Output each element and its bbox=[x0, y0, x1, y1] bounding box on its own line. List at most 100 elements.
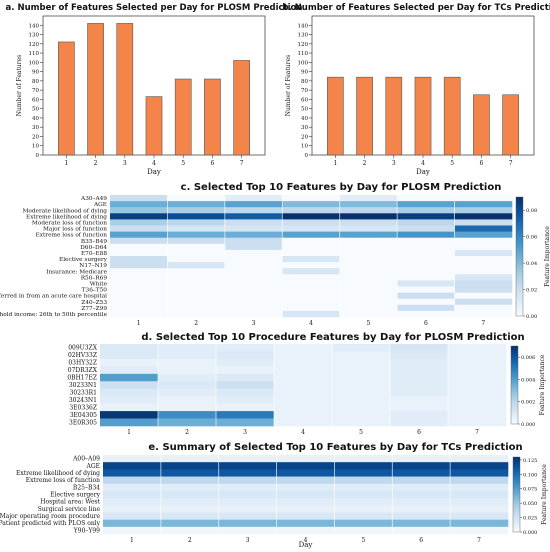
heatmap-c-cell bbox=[110, 286, 168, 293]
heatmap-d-row-label: 0BH17EZ bbox=[67, 375, 97, 382]
heatmap-d-row-label: 30233R1 bbox=[70, 389, 97, 396]
heatmap-c-cell bbox=[397, 219, 455, 226]
heatmap-e-cell bbox=[276, 462, 335, 470]
heatmap-e-cell bbox=[103, 469, 162, 477]
heatmap-c-cell bbox=[454, 237, 513, 245]
heatmap-e-cell bbox=[450, 512, 509, 520]
heatmap-c-cell bbox=[110, 292, 168, 299]
heatmap-e-cell bbox=[218, 519, 277, 528]
heatmap-d-cell bbox=[158, 396, 217, 404]
y-tick-label: 30 bbox=[301, 125, 308, 131]
y-tick-label: 140 bbox=[29, 23, 40, 29]
heatmap-e-row-label: Extreme likelihood of dying bbox=[16, 470, 100, 477]
heatmap-c-colorbar-tick-label: 0.02 bbox=[526, 288, 537, 294]
heatmap-c-cell bbox=[110, 231, 168, 238]
heatmap-c-cell bbox=[167, 304, 226, 312]
heatmap-c-col-label: 7 bbox=[481, 320, 485, 327]
bar bbox=[327, 76, 344, 156]
heatmap-e-colorbar-tick-label: 0.100 bbox=[523, 472, 537, 478]
heatmap-d-col-label: 7 bbox=[475, 429, 479, 436]
heatmap-e-cell bbox=[218, 512, 277, 520]
heatmap-d-cell bbox=[216, 351, 275, 360]
heatmap-c-cell bbox=[224, 213, 283, 220]
heatmap-d-cell bbox=[216, 403, 275, 412]
heatmap-e-cell bbox=[392, 505, 451, 513]
heatmap-d-row-label: 009U3ZX bbox=[68, 345, 97, 352]
heatmap-d-cell bbox=[390, 373, 449, 382]
heatmap-d-cell bbox=[100, 366, 159, 375]
y-tick-label: 100 bbox=[298, 60, 309, 66]
heatmap-e-cell bbox=[160, 505, 220, 513]
heatmap-c-cell bbox=[282, 298, 341, 306]
heatmap-c-row-label: Median household income: 26th to 50th pe… bbox=[0, 312, 108, 318]
y-tick-label: 20 bbox=[32, 134, 39, 140]
heatmap-c-col-label: 1 bbox=[137, 320, 141, 327]
heatmap-c-cell bbox=[110, 213, 168, 220]
bar bbox=[502, 94, 519, 156]
heatmap-c-cell bbox=[224, 280, 283, 287]
x-tick-label: 1 bbox=[333, 160, 337, 167]
heatmap-d-cell bbox=[332, 411, 391, 419]
heatmap-d-cell bbox=[274, 358, 333, 367]
heatmap-c-cell bbox=[397, 286, 455, 293]
heatmap-d-cell bbox=[274, 388, 333, 397]
bar bbox=[233, 60, 250, 156]
heatmap-c-cell bbox=[167, 280, 226, 287]
heatmap-c-row-label: Extreme likelihood of dying bbox=[26, 214, 107, 220]
heatmap-e-cell bbox=[450, 476, 509, 485]
heatmap-c-row-label: D60–D64 bbox=[80, 245, 107, 251]
heatmap-e-row-label: Extreme loss of function bbox=[26, 477, 100, 484]
heatmap-c-cell bbox=[397, 237, 455, 245]
heatmap-c-cell bbox=[110, 237, 168, 245]
heatmap-e-colorbar-tick-label: 0.025 bbox=[523, 516, 537, 522]
heatmap-c-cell bbox=[339, 231, 398, 238]
heatmap-e-col-label: 1 bbox=[130, 537, 134, 544]
x-tick-label: 2 bbox=[94, 160, 98, 167]
heatmap-c-cell bbox=[397, 262, 455, 269]
heatmap-c-cell bbox=[397, 310, 455, 318]
heatmap-e-cell bbox=[450, 490, 509, 499]
heatmap-c-cell bbox=[167, 231, 226, 238]
heatmap-e-row-label: Elective surgery bbox=[50, 492, 100, 499]
y-tick-label: 130 bbox=[298, 33, 309, 39]
heatmap-c-cell bbox=[110, 249, 168, 257]
y-tick-label: 60 bbox=[301, 97, 308, 103]
heatmap-c-cell bbox=[454, 298, 513, 306]
heatmap-c-cell bbox=[397, 225, 455, 232]
heatmap-c-cell bbox=[167, 225, 226, 232]
heatmap-d-cell bbox=[448, 344, 507, 352]
heatmap-e-cell bbox=[392, 462, 451, 470]
heatmap-e-cell bbox=[334, 498, 393, 506]
heatmap-d-cell bbox=[274, 381, 333, 390]
heatmap-c-cell bbox=[397, 274, 455, 281]
heatmap-c-cell bbox=[282, 304, 341, 312]
heatmap-e-colorbar-tick-label: 0.050 bbox=[523, 501, 537, 507]
heatmap-c-cell bbox=[454, 195, 513, 202]
heatmap-d-cell bbox=[448, 358, 507, 367]
heatmap-d-cell bbox=[274, 366, 333, 375]
heatmap-d-cell bbox=[216, 411, 275, 419]
heatmap-e-cell bbox=[276, 476, 335, 485]
heatmap-c-col-label: 3 bbox=[252, 320, 256, 327]
heatmap-d-cell bbox=[448, 351, 507, 360]
bar bbox=[356, 76, 373, 156]
bar bbox=[145, 96, 163, 156]
heatmap-d-cell bbox=[332, 358, 391, 367]
heatmap-e-cell bbox=[450, 526, 509, 535]
heatmap-c-cell bbox=[110, 201, 168, 208]
heatmap-c-cell bbox=[167, 237, 226, 245]
heatmap-d-cell bbox=[158, 388, 217, 397]
heatmap-d-cell bbox=[100, 411, 159, 419]
heatmap-c-cell bbox=[282, 213, 341, 220]
y-tick-label: 0 bbox=[36, 153, 40, 159]
heatmap-c-cell bbox=[282, 280, 341, 287]
heatmap-d-cell bbox=[332, 388, 391, 397]
heatmap-d-colorbar-label: Feature Importance bbox=[539, 354, 546, 415]
heatmap-d-cell bbox=[274, 418, 333, 427]
heatmap-c-cell bbox=[224, 249, 283, 257]
heatmap-c-cell bbox=[282, 207, 341, 214]
heatmap-c-cell bbox=[454, 249, 513, 257]
heatmap-e-cell bbox=[334, 519, 393, 528]
heatmap-c-cell bbox=[224, 310, 283, 318]
